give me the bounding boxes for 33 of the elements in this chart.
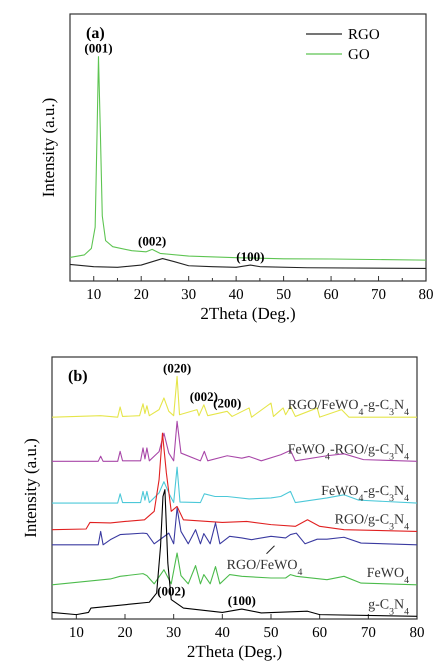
x-axis-title: 2Theta (Deg.)	[186, 642, 282, 661]
series-label: RGO/FeWO$_{4}$	[226, 558, 302, 578]
x-tick-label: 60	[324, 287, 339, 303]
x-tick-label: 20	[134, 287, 149, 303]
x-tick-label: 50	[264, 625, 278, 641]
y-axis-title: Intensity (a.u.)	[21, 438, 40, 538]
y-axis-title: Intensity (a.u.)	[39, 98, 58, 198]
x-tick-label: 20	[118, 625, 132, 641]
text: (a)	[86, 25, 105, 42]
x-tick-label: 60	[312, 625, 328, 641]
x-tick-label: 30	[181, 287, 196, 303]
x-tick-label: 10	[86, 287, 102, 303]
annotation: (b)	[68, 368, 88, 385]
x-tick-label: 50	[276, 287, 292, 303]
series-label: g-C$_{3}$N$_{4}$	[368, 597, 410, 617]
series-label: FeWO$_{4}$	[366, 566, 410, 586]
x-axis-title: 2Theta (Deg.)	[200, 304, 296, 323]
x-tick-label: 40	[214, 625, 230, 641]
legend-label: GO	[348, 47, 370, 63]
series-label: RGO/g-C$_{3}$N$_{4}$	[334, 512, 410, 532]
x-tick-label: 10	[68, 625, 84, 641]
x-tick-label: 80	[418, 287, 434, 303]
legend-label: RGO	[348, 27, 380, 43]
x-tick-label: 40	[228, 287, 244, 303]
annotation: (100)	[228, 593, 256, 608]
x-tick-label: 70	[371, 287, 386, 303]
annotation: (001)	[84, 40, 113, 56]
annotation: (020)	[162, 360, 192, 376]
x-tick-label: 30	[166, 625, 182, 641]
x-tick-label: 70	[360, 625, 376, 641]
annotation: (002)	[138, 233, 166, 248]
x-tick-label: 80	[410, 625, 424, 641]
series-label: RGO/FeWO$_{4}$-g-C$_{3}$N$_{4}$	[288, 398, 410, 418]
